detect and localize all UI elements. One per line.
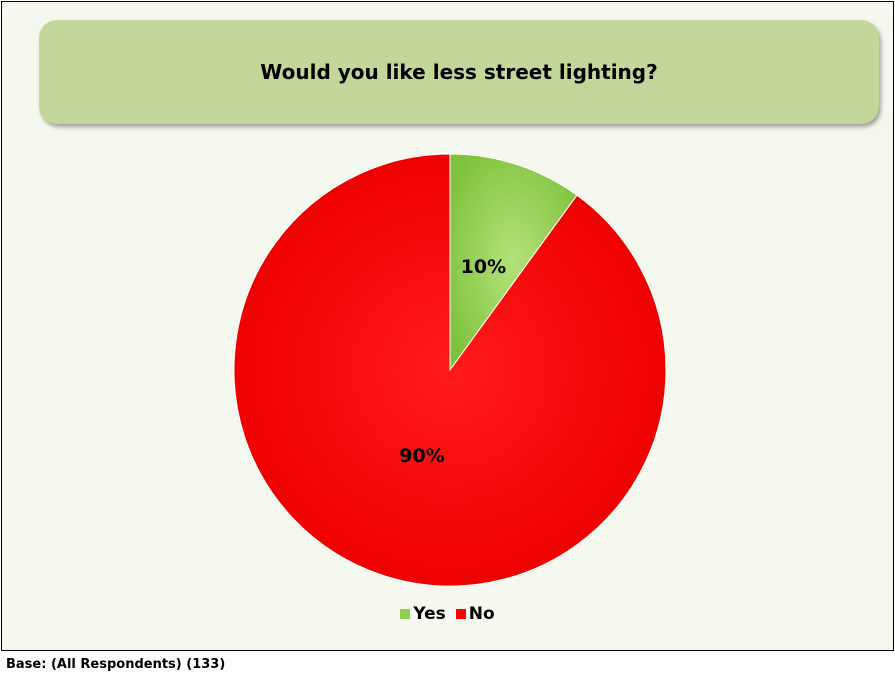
legend-label-yes: Yes	[413, 604, 446, 624]
legend-item-no: No	[455, 604, 495, 624]
legend: Yes No	[0, 604, 895, 624]
legend-item-yes: Yes	[400, 604, 446, 624]
pie-slice-no	[233, 153, 667, 587]
legend-label-no: No	[468, 604, 495, 624]
chart-title: Would you like less street lighting?	[260, 60, 658, 84]
data-label-no: 90%	[399, 445, 444, 467]
chart-title-box: Would you like less street lighting?	[39, 20, 879, 124]
legend-swatch-no	[455, 609, 466, 619]
base-note: Base: (All Respondents) (133)	[6, 657, 226, 672]
legend-swatch-yes	[400, 609, 411, 619]
data-label-yes: 10%	[461, 256, 506, 278]
pie-slice-yes	[449, 153, 578, 372]
